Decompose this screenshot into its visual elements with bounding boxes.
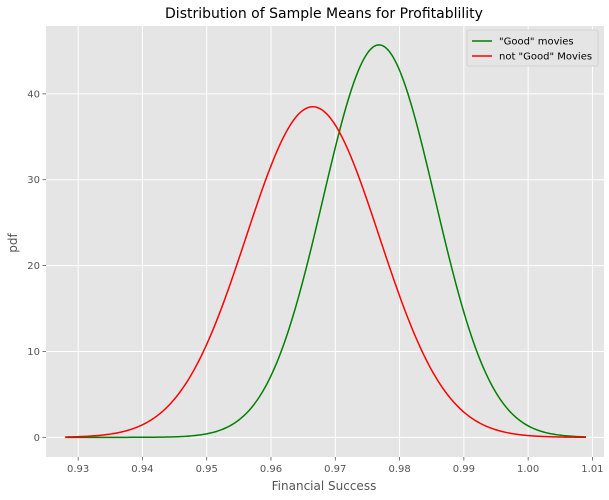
y-tick-label: 40 <box>27 89 40 100</box>
grid <box>46 26 604 457</box>
legend: "Good" movies not "Good" Movies <box>466 29 599 67</box>
y-tick-label: 30 <box>27 175 40 186</box>
y-axis-label: pdf <box>6 233 20 253</box>
x-tick-label: 0.93 <box>67 464 89 475</box>
y-tick-label: 0 <box>34 433 40 444</box>
legend-box <box>466 29 599 67</box>
legend-label: not "Good" Movies <box>499 52 592 63</box>
x-tick-label: 0.95 <box>196 464 218 475</box>
y-tick-label: 20 <box>27 261 40 272</box>
plot-area <box>46 26 604 457</box>
x-tick-label: 0.97 <box>324 464 346 475</box>
x-tick-label: 0.94 <box>131 464 153 475</box>
x-tick-label: 0.98 <box>388 464 410 475</box>
x-tick-label: 1.00 <box>517 464 539 475</box>
legend-label: "Good" movies <box>499 37 574 48</box>
series <box>65 44 587 439</box>
series-line-1 <box>65 44 587 439</box>
x-tick-label: 0.96 <box>260 464 282 475</box>
ticks: 0.93 0.94 0.95 0.96 0.97 0.98 0.99 1.00 1.01 0 10 2… <box>27 89 603 475</box>
series-line-2 <box>65 105 587 439</box>
y-tick-label: 10 <box>27 347 40 358</box>
x-tick-label: 0.99 <box>453 464 475 475</box>
x-axis-label: Financial Success <box>272 479 377 493</box>
x-tick-label: 1.01 <box>581 464 603 475</box>
chart-title: Distribution of Sample Means for Profita… <box>165 6 483 22</box>
